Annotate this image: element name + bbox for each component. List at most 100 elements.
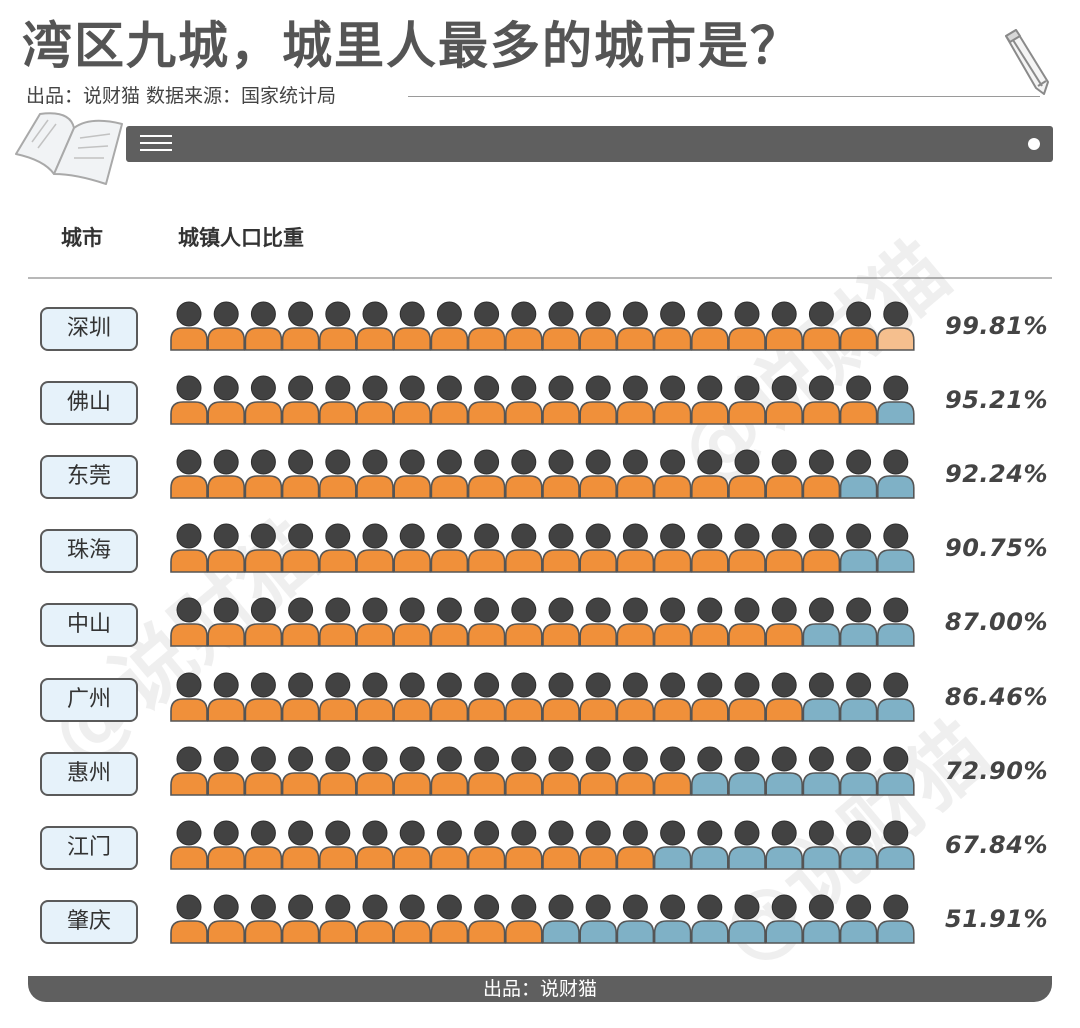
table-row: 珠海 90.75% [0,523,1080,598]
person-icon [542,746,580,796]
person-icon [728,820,766,870]
person-icon [616,597,655,648]
person-icon [244,820,283,870]
person-icon [877,894,915,944]
person-icon [319,672,357,722]
person-icon [579,449,617,499]
city-label: 深圳 [40,307,138,351]
person-icon [207,301,245,351]
person-icon [281,301,320,351]
person-icon [467,820,506,870]
person-icon [281,523,320,574]
person-icon [616,894,655,944]
person-icon [765,523,803,574]
person-icon [467,449,506,499]
person-icon [505,820,543,870]
page-title: 湾区九城，城里人最多的城市是？ [22,17,802,75]
person-icon [653,301,692,351]
person-icon [170,449,208,499]
person-icon [691,672,729,722]
person-icon [170,523,208,574]
person-icon [393,746,431,796]
person-icon [579,820,617,870]
person-icon-row [170,301,915,351]
pencil-icon [1005,29,1049,95]
person-icon [542,449,580,499]
person-icon [839,820,878,870]
person-icon [244,449,283,499]
table-row: 中山 87.00% [0,597,1080,672]
person-icon [579,672,617,722]
person-icon [839,449,878,499]
person-icon [207,449,245,499]
person-icon [207,820,245,870]
person-icon [467,746,506,796]
percentage-label: 90.75% [945,534,1048,563]
table-row: 江门 67.84% [0,820,1080,895]
person-icon [839,301,878,351]
person-icon [207,523,245,574]
person-icon [356,820,394,870]
person-icon [356,375,394,425]
person-icon [728,449,766,499]
person-icon [170,597,208,648]
person-icon-row [170,746,915,796]
page-subtitle: 出品：说财猫 数据来源：国家统计局 [26,85,337,107]
person-icon [281,820,320,870]
person-icon [170,672,208,722]
person-icon [356,523,394,574]
person-icon [319,301,357,351]
person-icon [765,375,803,425]
person-icon [542,820,580,870]
city-label: 东莞 [40,455,138,500]
percentage-label: 86.46% [945,682,1048,711]
footer-bar: 出品：说财猫 [28,976,1052,1002]
person-icon [319,597,357,648]
table-row: 东莞 92.24% [0,449,1080,524]
table-row: 佛山 95.21% [0,375,1080,450]
person-icon [765,820,803,870]
person-icon [467,597,506,648]
person-icon [877,449,915,499]
footer-text: 出品：说财猫 [482,978,597,1000]
person-icon [319,820,357,870]
person-icon [877,597,915,648]
dot-icon [1028,138,1040,150]
table-row: 深圳 99.81% [0,301,1080,376]
person-icon [393,894,431,944]
person-icon [579,375,617,425]
person-icon [356,449,394,499]
person-icon [616,820,655,870]
person-icon [207,375,245,425]
person-icon [579,597,617,648]
person-icon [207,746,245,796]
person-icon [728,672,766,722]
person-icon [691,746,729,796]
person-icon [319,375,357,425]
city-label: 广州 [40,677,138,722]
person-icon-row [170,894,915,944]
person-icon [319,523,357,574]
person-icon [244,746,283,796]
person-icon [653,597,692,648]
person-icon [170,375,208,425]
person-icon [691,894,729,944]
person-icon [802,449,841,499]
person-icon [653,746,692,796]
person-icon [877,820,915,870]
subtitle-divider [408,96,1040,97]
person-icon [319,449,357,499]
city-label: 惠州 [40,751,138,796]
person-icon-row [170,523,915,574]
person-icon [802,672,841,722]
person-icon [393,820,431,870]
person-icon [877,523,915,574]
column-header-ratio: 城镇人口比重 [178,226,304,250]
person-icon [765,894,803,944]
person-icon-row [170,449,915,499]
person-icon [244,672,283,722]
person-icon [505,301,543,351]
person-icon [653,894,692,944]
person-icon [802,820,841,870]
table-row: 肇庆 51.91% [0,894,1080,969]
